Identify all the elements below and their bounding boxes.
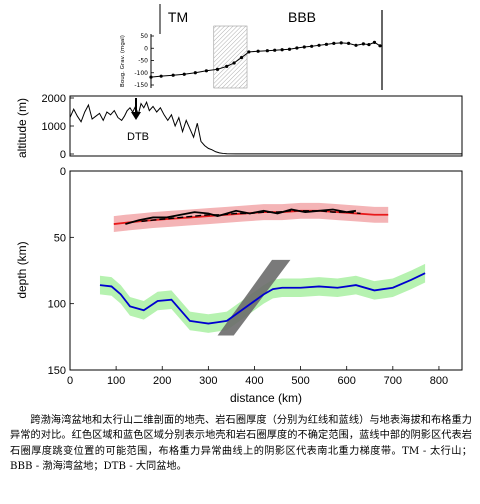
gravity-point <box>193 71 197 75</box>
region-label-tm: TM <box>168 9 188 25</box>
depth-ylabel: depth (km) <box>15 241 29 298</box>
distance-xtick-label: 300 <box>199 375 217 387</box>
gravity-point <box>204 69 209 73</box>
gravity-ytick-label: -50 <box>138 58 148 65</box>
gravity-point <box>361 42 365 46</box>
gravity-ytick-label: 50 <box>140 33 148 40</box>
depth-frame <box>69 170 463 371</box>
dtb-label: DTB <box>127 131 149 143</box>
distance-xtick-label: 400 <box>245 375 263 387</box>
altitude-ytick-label: 2000 <box>42 93 66 105</box>
depth-ytick-label: 100 <box>48 299 66 311</box>
gravity-point <box>232 61 236 65</box>
depth-ytick-label: 0 <box>60 166 66 178</box>
figure-caption: 跨渤海湾盆地和太行山二维剖面的地壳、岩石圈厚度（分别为红线和蓝线）与地表海拔和布… <box>10 415 472 473</box>
gravity-point <box>317 43 321 47</box>
gravity-point <box>280 48 284 52</box>
gravity-point <box>378 44 382 48</box>
depth-ytick-label: 150 <box>48 365 66 377</box>
figure: 500-50-100-150 Boug. Grav. (mgal) TM BBB… <box>15 4 463 405</box>
gravity-curve <box>150 41 381 78</box>
lithosphere-jump-zone <box>217 259 291 336</box>
gravity-point <box>324 42 329 46</box>
gravity-panel: 50 0 -50 -100 -150 Boug. Grav. (mgal) TM BBB <box>120 4 383 90</box>
depth-ytick-label: 50 <box>54 232 66 244</box>
gravity-point <box>354 43 358 47</box>
gravity-point <box>347 41 351 45</box>
gravity-point <box>247 50 251 54</box>
altitude-ylabel: altitude (m) <box>15 98 29 158</box>
gravity-point <box>256 49 260 53</box>
distance-xlabel: distance (km) <box>230 391 302 405</box>
gravity-ytick-label: 0 <box>144 45 148 52</box>
gravity-point <box>302 45 306 49</box>
altitude-ytick-label: 1000 <box>42 121 66 133</box>
black-moho-line <box>125 208 357 225</box>
altitude-profile <box>69 100 462 155</box>
gravity-ytick-label: -150 <box>134 82 148 89</box>
dtb-arrow-head <box>131 112 141 120</box>
gravity-point <box>225 64 229 68</box>
gravity-point <box>265 49 269 53</box>
distance-xtick-label: 200 <box>153 375 171 387</box>
altitude-ytick-label: 0 <box>60 149 66 161</box>
lithosphere-uncertainty-band <box>99 263 426 333</box>
gravity-point <box>310 44 314 48</box>
gravity-point <box>273 48 277 52</box>
distance-xtick-label: 500 <box>291 375 309 387</box>
gravity-point <box>332 41 336 45</box>
gravity-point <box>239 55 244 60</box>
distance-xtick-label: 800 <box>430 375 448 387</box>
region-label-bbb: BBB <box>288 9 316 25</box>
gravity-point <box>367 42 371 47</box>
distance-xtick-label: 600 <box>338 375 356 387</box>
gravity-point <box>149 75 153 79</box>
gravity-point <box>182 72 186 76</box>
altitude-panel: 2000 1000 0 altitude (m) DTB <box>15 93 463 161</box>
gravity-point <box>215 67 220 71</box>
gravity-ytick-label: -100 <box>134 70 148 77</box>
gravity-point <box>159 74 163 78</box>
distance-xtick-label: 700 <box>384 375 402 387</box>
altitude-frame <box>69 95 463 157</box>
gravity-point <box>372 40 377 44</box>
gravity-point <box>171 73 175 77</box>
gravity-point <box>287 47 292 51</box>
gravity-point <box>339 41 343 45</box>
gravity-point <box>295 46 299 50</box>
gravity-ylabel: Boug. Grav. (mgal) <box>120 35 126 87</box>
lithosphere-thickness-line <box>99 272 426 325</box>
distance-xtick-label: 100 <box>107 375 125 387</box>
distance-xtick-label: 0 <box>67 375 73 387</box>
